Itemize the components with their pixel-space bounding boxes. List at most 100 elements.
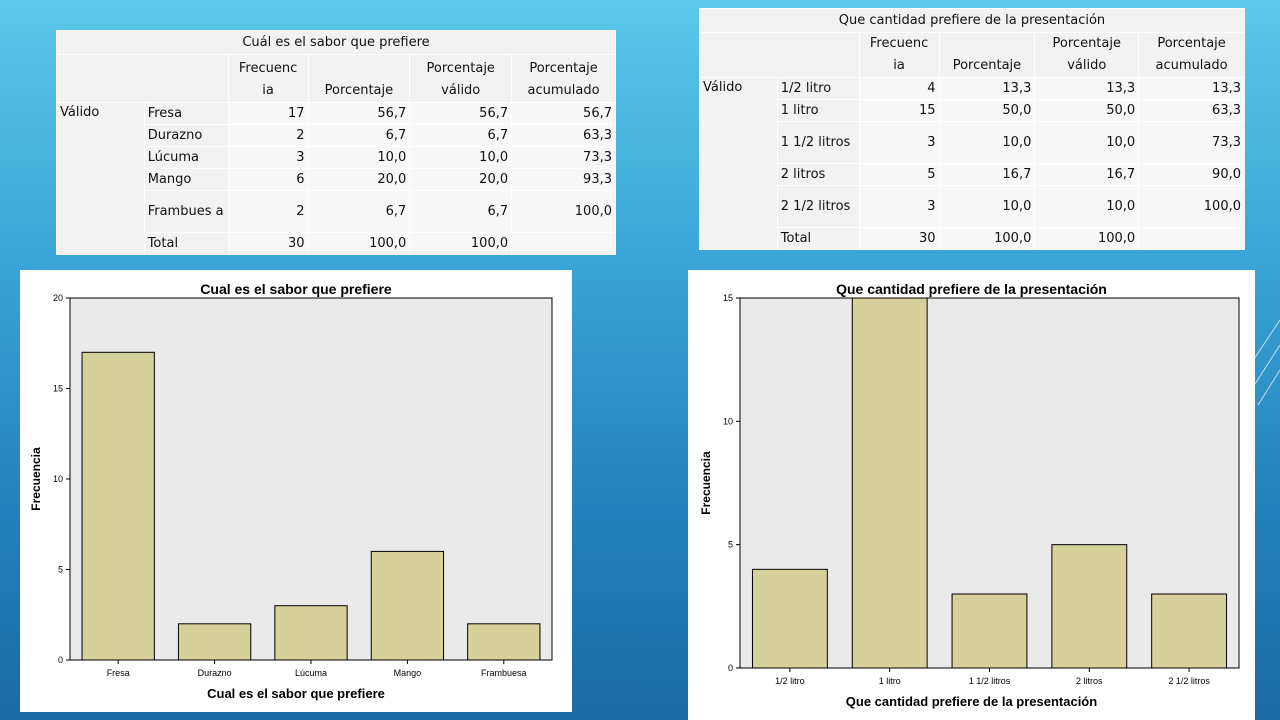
x-tick-label: 2 1/2 litros	[1168, 676, 1210, 686]
header-blank	[56, 54, 229, 103]
cell-cum: 100,0	[511, 190, 616, 233]
table-row-total: Total 30 100,0 100,0	[700, 227, 1245, 250]
group-label: Válido	[699, 77, 778, 250]
cell-pct: 100,0	[938, 227, 1036, 250]
row-label: Fresa	[143, 102, 229, 125]
cell-cum	[1138, 227, 1245, 250]
cell-valid: 10,0	[1034, 121, 1140, 164]
row-label: Frambues a	[143, 190, 229, 233]
cell-pct: 16,7	[938, 163, 1036, 186]
header-porcentaje-valido: Porcentaje válido	[409, 54, 513, 103]
bar	[81, 351, 155, 661]
row-label: 1/2 litro	[776, 77, 860, 100]
cell-freq: 30	[858, 227, 940, 250]
y-axis-label: Frecuencia	[29, 447, 43, 511]
bar	[1051, 544, 1128, 669]
y-tick-label: 5	[728, 540, 733, 550]
cell-valid: 13,3	[1034, 77, 1140, 100]
y-tick-label: 20	[53, 293, 63, 303]
bar-chart-cantidad-svg: Que cantidad prefiere de la presentación…	[699, 281, 1240, 709]
bar	[1151, 593, 1228, 669]
cell-freq: 6	[227, 168, 309, 191]
row-label: Durazno	[143, 124, 229, 147]
cell-pct: 13,3	[938, 77, 1036, 100]
table-row: 1 litro 15 50,0 50,0 63,3	[700, 99, 1245, 122]
y-tick-label: 15	[53, 384, 63, 394]
row-label: 1 1/2 litros	[776, 121, 860, 164]
bar	[851, 297, 928, 669]
table-row: 1 1/2 litros 3 10,0 10,0 73,3	[700, 121, 1245, 164]
bar-chart-sabor-svg: Cual es el sabor que prefiere Fresa Durazn…	[29, 281, 553, 701]
x-axis-label: Cual es el sabor que prefiere	[207, 686, 385, 701]
row-label: 2 litros	[776, 163, 860, 186]
x-tick-label: Fresa	[107, 668, 130, 678]
bar	[274, 605, 348, 661]
cell-valid: 20,0	[409, 168, 513, 191]
cell-pct: 20,0	[307, 168, 411, 191]
row-label: 1 litro	[776, 99, 860, 122]
cell-valid: 50,0	[1034, 99, 1140, 122]
cell-freq: 5	[858, 163, 940, 186]
cell-freq: 3	[858, 121, 940, 164]
cell-pct: 6,7	[307, 124, 411, 147]
table-row: Válido 1/2 litro 4 13,3 13,3 13,3	[699, 77, 1245, 250]
row-label: Total	[776, 227, 860, 250]
header-blank	[699, 32, 860, 78]
header-porcentaje-acumulado: Porcentaje acumulado	[511, 54, 616, 103]
y-tick-label: 15	[723, 293, 733, 303]
bar-chart-cantidad: Que cantidad prefiere de la presentación…	[688, 270, 1255, 720]
x-tick-label: 1/2 litro	[775, 676, 805, 686]
header-porcentaje-acumulado: Porcentaje acumulado	[1138, 32, 1245, 78]
cell-freq: 17	[227, 102, 309, 125]
cell-cum: 63,3	[511, 124, 616, 147]
frequency-table-sabor: Cuál es el sabor que prefiere Frecuenc i…	[56, 30, 616, 255]
cell-valid: 10,0	[1034, 185, 1140, 228]
table-row: 2 1/2 litros 3 10,0 10,0 100,0	[700, 185, 1245, 228]
cell-valid: 16,7	[1034, 163, 1140, 186]
table-row: Frambues a 2 6,7 6,7 100,0	[57, 190, 616, 233]
x-tick-label: 1 litro	[879, 676, 901, 686]
group-label: Válido	[56, 102, 145, 255]
cell-freq: 2	[227, 124, 309, 147]
cell-cum: 93,3	[511, 168, 616, 191]
table-title: Que cantidad prefiere de la presentación	[699, 8, 1245, 33]
x-axis-label: Que cantidad prefiere de la presentación	[846, 694, 1097, 709]
cell-valid: 100,0	[409, 232, 513, 255]
cell-pct: 10,0	[938, 121, 1036, 164]
cell-pct: 50,0	[938, 99, 1036, 122]
chart-title: Que cantidad prefiere de la presentación	[836, 281, 1107, 297]
row-label: Lúcuma	[143, 146, 229, 169]
cell-freq: 2	[227, 190, 309, 233]
bar	[177, 623, 252, 661]
cell-cum	[511, 232, 616, 255]
cell-pct: 100,0	[307, 232, 411, 255]
x-tick-label: 2 litros	[1076, 676, 1103, 686]
row-label: Mango	[143, 168, 229, 191]
x-tick-label: 1 1/2 litros	[969, 676, 1011, 686]
cell-valid: 10,0	[409, 146, 513, 169]
cell-valid: 6,7	[409, 190, 513, 233]
x-tick-label: Frambuesa	[481, 668, 527, 678]
cell-pct: 6,7	[307, 190, 411, 233]
bar	[951, 593, 1028, 669]
x-tick-label: Mango	[394, 668, 422, 678]
y-tick-label: 10	[53, 474, 63, 484]
cell-valid: 6,7	[409, 124, 513, 147]
cell-cum: 73,3	[511, 146, 616, 169]
cell-valid: 100,0	[1034, 227, 1140, 250]
cell-pct: 10,0	[938, 185, 1036, 228]
y-tick-label: 0	[58, 655, 63, 665]
header-porcentaje: Porcentaje	[938, 32, 1036, 78]
x-tick-label: Durazno	[198, 668, 232, 678]
table-row: Durazno 2 6,7 6,7 63,3	[57, 124, 616, 147]
cell-cum: 90,0	[1138, 163, 1245, 186]
cell-valid: 56,7	[409, 102, 513, 125]
cell-freq: 3	[227, 146, 309, 169]
cell-freq: 3	[858, 185, 940, 228]
table-row: Válido Fresa 17 56,7 56,7 56,7	[56, 102, 616, 255]
cell-cum: 100,0	[1138, 185, 1245, 228]
bar	[467, 623, 541, 661]
cell-cum: 56,7	[511, 102, 616, 125]
y-axis-label: Frecuencia	[699, 451, 713, 515]
cell-cum: 13,3	[1138, 77, 1245, 100]
